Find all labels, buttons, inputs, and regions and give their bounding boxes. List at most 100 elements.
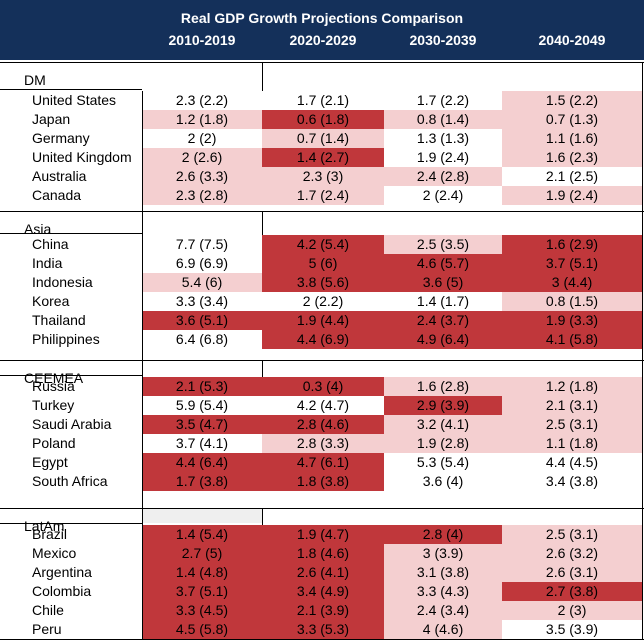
value-cell: 1.2 (1.8): [502, 377, 642, 396]
value-cell: 2.9 (3.9): [384, 396, 502, 415]
value-cell: 3.5 (3.9): [502, 620, 642, 639]
value-cell: 1.9 (2.4): [384, 148, 502, 167]
country-label: Japan: [32, 110, 70, 129]
value-cell: 2 (2.4): [384, 186, 502, 205]
value-cell: 3.6 (4): [384, 472, 502, 491]
country-label: United States: [32, 91, 116, 110]
value-cell: 1.3 (1.3): [384, 129, 502, 148]
value-cell: 2.8 (4.6): [262, 415, 384, 434]
country-label: India: [32, 254, 62, 273]
value-cell: 1.9 (4.7): [262, 525, 384, 544]
value-cell: 2.3 (2.2): [142, 91, 262, 110]
country-label: Peru: [32, 620, 62, 639]
value-cell: 4.5 (5.8): [142, 620, 262, 639]
value-cell: 2 (3): [502, 601, 642, 620]
country-label: Russia: [32, 377, 75, 396]
value-cell: 1.9 (2.4): [502, 186, 642, 205]
value-cell: 3.7 (4.1): [142, 434, 262, 453]
country-label: Egypt: [32, 453, 68, 472]
country-label: Philippines: [32, 330, 100, 349]
value-cell: 2.6 (3.3): [142, 167, 262, 186]
value-cell: 4.4 (4.5): [502, 453, 642, 472]
value-cell: 0.7 (1.3): [502, 110, 642, 129]
value-cell: 2.5 (3.5): [384, 235, 502, 254]
table-title: Real GDP Growth Projections Comparison: [0, 10, 644, 26]
group-divider: [0, 508, 644, 509]
value-cell: 1.7 (2.4): [262, 186, 384, 205]
value-cell: 1.7 (3.8): [142, 472, 262, 491]
group-divider: [0, 360, 644, 361]
value-cell: 2.4 (2.8): [384, 167, 502, 186]
value-cell: 1.6 (2.8): [384, 377, 502, 396]
value-cell: 4.2 (5.4): [262, 235, 384, 254]
value-cell: 2.1 (3.9): [262, 601, 384, 620]
value-cell: 2.3 (3): [262, 167, 384, 186]
value-cell: 0.6 (1.8): [262, 110, 384, 129]
value-cell: 5 (6): [262, 254, 384, 273]
value-cell: 4.1 (5.8): [502, 330, 642, 349]
group-divider: [0, 62, 644, 63]
country-label: China: [32, 235, 69, 254]
value-cell: 3.7 (5.1): [142, 582, 262, 601]
group-header-divider: [262, 62, 263, 91]
value-cell: 3.4 (3.8): [502, 472, 642, 491]
value-cell: 3.3 (4.3): [384, 582, 502, 601]
value-cell: 2.6 (3.2): [502, 544, 642, 563]
value-cell: 2.7 (3.8): [502, 582, 642, 601]
value-cell: 6.9 (6.9): [142, 254, 262, 273]
value-cell: 4.2 (4.7): [262, 396, 384, 415]
latam-spacer: [142, 509, 262, 523]
value-cell: 2 (2.6): [142, 148, 262, 167]
table-header: Real GDP Growth Projections Comparison 2…: [0, 0, 644, 60]
value-cell: 2.5 (3.1): [502, 415, 642, 434]
value-cell: 1.6 (2.3): [502, 148, 642, 167]
value-cell: 3.4 (4.9): [262, 582, 384, 601]
value-cell: 1.8 (3.8): [262, 472, 384, 491]
column-header-2030-2039: 2030-2039: [384, 32, 502, 48]
value-cell: 3.7 (5.1): [502, 254, 642, 273]
country-label: Thailand: [32, 311, 86, 330]
value-cell: 5.4 (6): [142, 273, 262, 292]
value-cell: 2.7 (5): [142, 544, 262, 563]
value-cell: 3 (3.9): [384, 544, 502, 563]
group-header-divider: [262, 508, 263, 525]
value-cell: 3.3 (5.3): [262, 620, 384, 639]
value-cell: 0.8 (1.5): [502, 292, 642, 311]
value-cell: 2.1 (5.3): [142, 377, 262, 396]
group-title-rule: [0, 375, 142, 376]
value-cell: 1.7 (2.2): [384, 91, 502, 110]
value-cell: 2.1 (2.5): [502, 167, 642, 186]
value-cell: 1.1 (1.6): [502, 129, 642, 148]
value-cell: 0.7 (1.4): [262, 129, 384, 148]
value-cell: 3.8 (5.6): [262, 273, 384, 292]
value-cell: 4.6 (5.7): [384, 254, 502, 273]
column-header-2040-2049: 2040-2049: [502, 32, 642, 48]
value-cell: 5.9 (5.4): [142, 396, 262, 415]
value-cell: 5.3 (5.4): [384, 453, 502, 472]
country-label: United Kingdom: [32, 148, 132, 167]
country-label: Mexico: [32, 544, 76, 563]
value-cell: 2.8 (3.3): [262, 434, 384, 453]
value-cell: 7.7 (7.5): [142, 235, 262, 254]
country-label: Australia: [32, 167, 86, 186]
column-header-2010-2019: 2010-2019: [142, 32, 262, 48]
value-cell: 1.4 (1.7): [384, 292, 502, 311]
group-title-rule: [0, 89, 142, 90]
country-label: Korea: [32, 292, 69, 311]
group-header-divider: [262, 211, 263, 235]
value-cell: 1.1 (1.8): [502, 434, 642, 453]
value-cell: 2.4 (3.4): [384, 601, 502, 620]
country-label: Canada: [32, 186, 81, 205]
value-cell: 4.4 (6.9): [262, 330, 384, 349]
value-cell: 3.5 (4.7): [142, 415, 262, 434]
value-cell: 2 (2): [142, 129, 262, 148]
value-cell: 4.7 (6.1): [262, 453, 384, 472]
value-cell: 3.6 (5.1): [142, 311, 262, 330]
column-header-2020-2029: 2020-2029: [262, 32, 384, 48]
value-cell: 1.9 (2.8): [384, 434, 502, 453]
value-cell: 0.8 (1.4): [384, 110, 502, 129]
country-label: Saudi Arabia: [32, 415, 111, 434]
value-cell: 3.1 (3.8): [384, 563, 502, 582]
col-border-right: [642, 62, 643, 640]
value-cell: 1.9 (3.3): [502, 311, 642, 330]
